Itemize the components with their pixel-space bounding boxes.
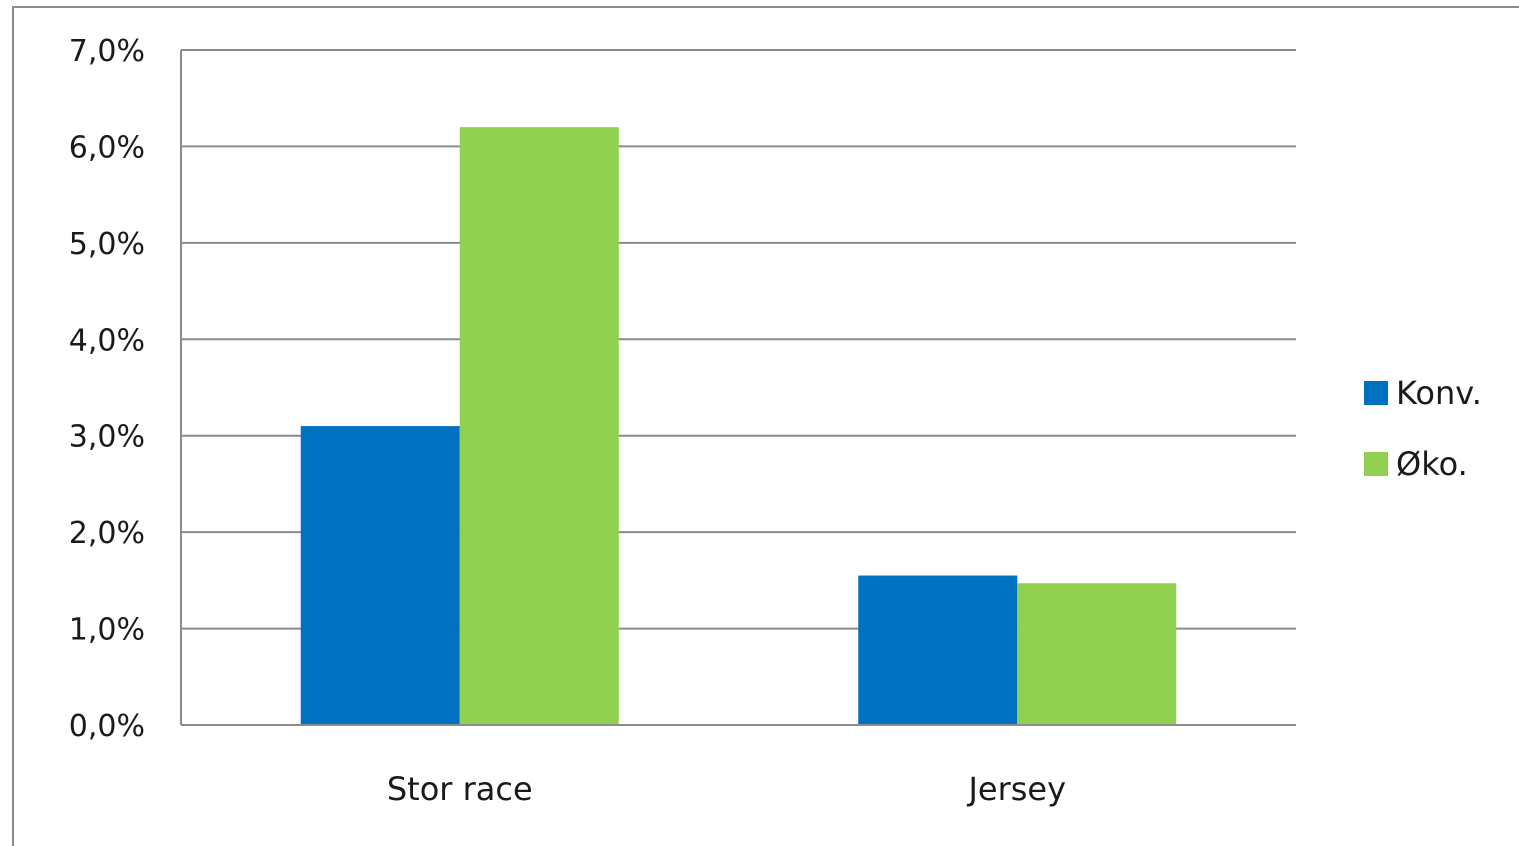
y-tick-label: 6,0% (69, 130, 145, 165)
x-category-label: Stor race (387, 770, 533, 808)
bar-konv-jersey (858, 575, 1018, 725)
bar-konv-stor-race (300, 426, 460, 725)
legend-label-konv: Konv. (1396, 374, 1482, 412)
x-category-labels: Stor race Jersey (387, 770, 1066, 808)
y-tick-label: 1,0% (69, 613, 145, 648)
y-tick-label: 2,0% (69, 516, 145, 551)
y-tick-label: 0,0% (69, 709, 145, 744)
y-tick-label: 5,0% (69, 227, 145, 262)
y-tick-label: 7,0% (69, 34, 145, 69)
x-category-label: Jersey (966, 770, 1066, 808)
y-tick-labels: 0,0% 1,0% 2,0% 3,0% 4,0% 5,0% 6,0% 7,0% (69, 34, 145, 744)
axes (180, 50, 1296, 726)
y-tick-label: 4,0% (69, 323, 145, 358)
legend-swatch-konv (1364, 381, 1388, 405)
legend: Konv. Øko. (1364, 374, 1482, 483)
bars (300, 127, 1177, 725)
legend-swatch-oko (1364, 452, 1388, 476)
legend-label-oko: Øko. (1396, 445, 1468, 483)
y-tick-label: 3,0% (69, 420, 145, 455)
bar-oko-stor-race (459, 127, 619, 725)
bar-oko-jersey (1017, 583, 1177, 725)
